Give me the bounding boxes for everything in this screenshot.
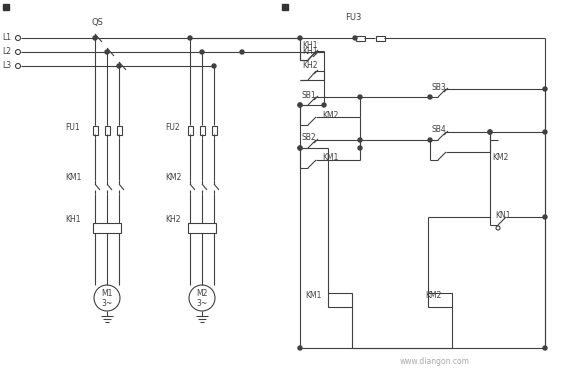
Text: FU3: FU3 [345,13,361,22]
Text: M2: M2 [196,288,208,298]
Text: www.diangon.com: www.diangon.com [400,357,470,367]
Circle shape [488,130,492,134]
Bar [92,125,97,135]
Text: FU2: FU2 [165,122,180,132]
Bar [3,4,9,10]
Text: SB3: SB3 [432,82,447,91]
Text: 3~: 3~ [197,298,208,307]
Circle shape [428,138,432,142]
Circle shape [93,36,97,40]
Circle shape [543,215,547,219]
Circle shape [212,64,216,68]
Circle shape [543,346,547,350]
Circle shape [543,130,547,134]
Text: KH1: KH1 [302,41,317,50]
Text: 3~: 3~ [102,298,113,307]
Circle shape [200,50,204,54]
Text: M1: M1 [102,288,113,298]
Text: KM2: KM2 [322,110,338,119]
Bar [428,293,452,307]
Text: KH1: KH1 [302,47,317,56]
Circle shape [428,95,432,99]
Text: KM2: KM2 [165,172,182,182]
Circle shape [298,146,302,150]
Text: KM1: KM1 [322,154,338,163]
Text: KN1: KN1 [495,210,510,219]
Bar [375,35,385,41]
Circle shape [188,36,192,40]
Bar [117,125,121,135]
Text: KH2: KH2 [165,216,180,225]
Text: SB2: SB2 [302,134,317,142]
Text: L2: L2 [2,47,11,56]
Bar [200,125,205,135]
Circle shape [105,50,109,54]
Bar [282,4,288,10]
Circle shape [298,346,302,350]
Circle shape [358,95,362,99]
Circle shape [298,103,302,107]
Circle shape [322,103,326,107]
Circle shape [298,36,302,40]
Text: KH1: KH1 [65,216,81,225]
Text: KM2: KM2 [425,291,441,300]
Bar [187,125,193,135]
Text: QS: QS [92,18,104,26]
Text: SB1: SB1 [302,91,317,100]
Bar [93,223,121,233]
Bar [104,125,110,135]
Circle shape [358,146,362,150]
Text: L3: L3 [2,62,11,70]
Bar [328,293,352,307]
Circle shape [240,50,244,54]
Circle shape [298,103,302,107]
Text: KM1: KM1 [305,291,321,300]
Circle shape [358,138,362,142]
Bar [188,223,216,233]
Circle shape [298,146,302,150]
Circle shape [543,87,547,91]
Text: KM2: KM2 [492,154,509,163]
Circle shape [353,36,357,40]
Text: L1: L1 [2,34,11,43]
Bar [212,125,216,135]
Circle shape [117,64,121,68]
Circle shape [488,130,492,134]
Text: KH2: KH2 [302,62,317,70]
Text: KM1: KM1 [65,172,81,182]
Text: SB4: SB4 [432,125,447,135]
Text: FU1: FU1 [65,122,79,132]
Bar [356,35,364,41]
